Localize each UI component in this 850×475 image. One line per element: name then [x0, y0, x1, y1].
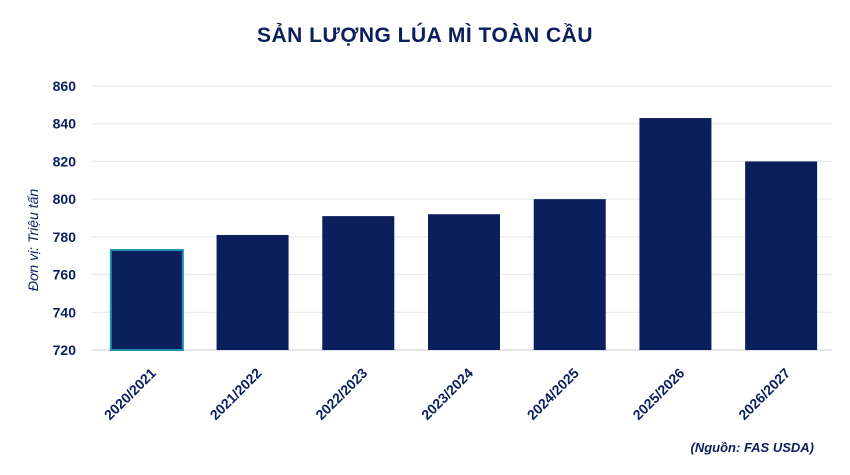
bar-2020-2021 [109, 249, 184, 351]
x-tick-label: 2020/2021 [101, 365, 159, 423]
bar-2021-2022 [216, 234, 289, 350]
y-tick-label: 780 [53, 229, 77, 245]
x-tick-label: 2024/2025 [524, 365, 582, 423]
chart-title: SẢN LƯỢNG LÚA MÌ TOÀN CẦU [257, 24, 593, 47]
bar-2024-2025 [533, 199, 606, 350]
y-axis-label: Đơn vị: Triệu tấn [25, 189, 41, 292]
bar-2025-2026 [639, 118, 712, 350]
x-tick-label: 2025/2026 [629, 365, 687, 423]
y-tick-label: 800 [53, 191, 77, 207]
bar-2023-2024 [428, 214, 500, 350]
bars [109, 118, 818, 351]
y-tick-label: 840 [53, 116, 77, 132]
source-note: (Nguồn: FAS USDA) [690, 440, 814, 455]
x-tick-label: 2021/2022 [207, 365, 265, 423]
y-axis-ticks: 720 740 760 780 800 820 840 860 [53, 78, 77, 358]
y-tick-label: 720 [53, 342, 77, 358]
y-tick-label: 740 [53, 304, 77, 320]
y-tick-label: 760 [53, 267, 77, 283]
y-tick-label: 820 [53, 153, 77, 169]
bar-2026-2027 [745, 161, 818, 350]
x-tick-label: 2026/2027 [735, 365, 793, 423]
x-tick-label: 2023/2024 [418, 365, 476, 423]
bar-2022-2023 [322, 216, 395, 350]
x-tick-label: 2022/2023 [312, 365, 370, 423]
x-axis-ticks: 2020/2021 2021/2022 2022/2023 2023/2024 2024… [101, 365, 794, 423]
y-tick-label: 860 [53, 78, 77, 94]
